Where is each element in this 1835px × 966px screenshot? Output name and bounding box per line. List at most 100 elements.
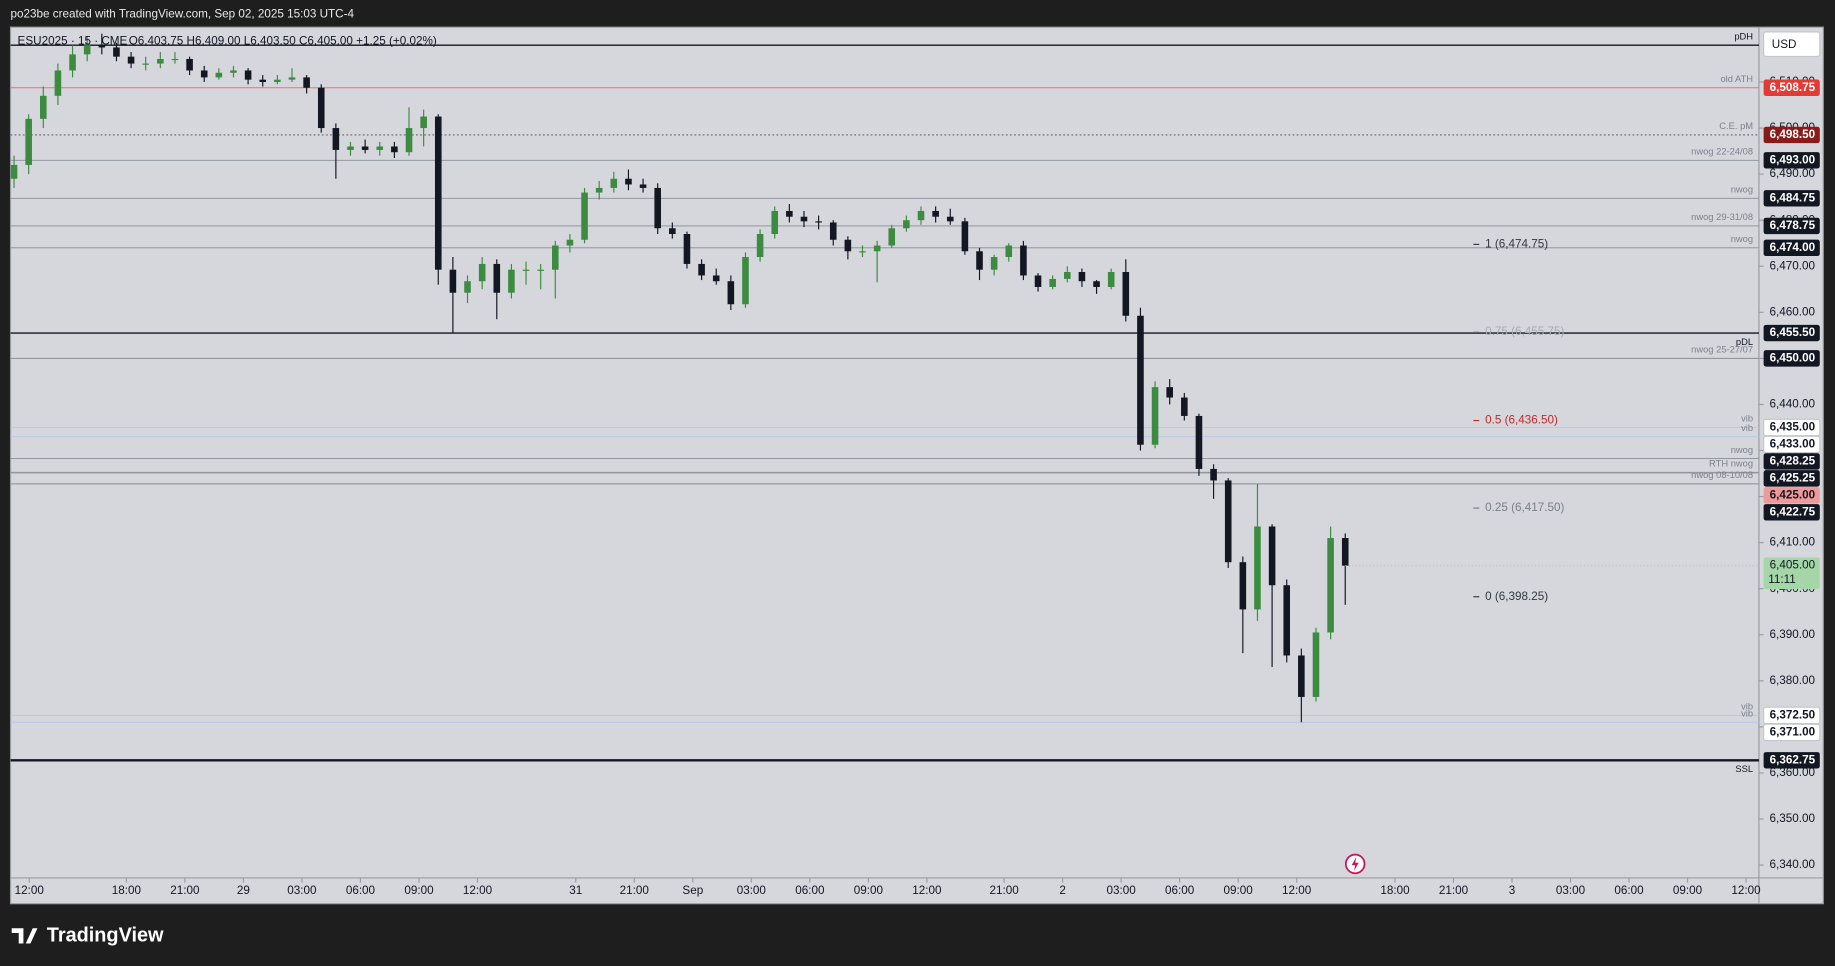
price-badge	[1763, 723, 1821, 742]
candle-body	[98, 45, 106, 48]
level-name: vib	[1741, 709, 1753, 719]
chart-pane	[9, 26, 1824, 905]
price-badge-label: 6,362.75	[1770, 753, 1816, 766]
last-price-badge	[1763, 557, 1820, 590]
currency-button[interactable]	[1763, 31, 1821, 58]
lightning-icon[interactable]	[1344, 853, 1366, 875]
x-tick-label: 12:00	[15, 884, 45, 897]
candle-body	[508, 269, 515, 293]
candle-body	[215, 72, 223, 78]
level-name: pDL	[1736, 337, 1753, 347]
fib-label: 0.5 (6,436.50)	[1485, 414, 1558, 427]
candle-body	[581, 192, 588, 240]
last-price-label: 6,405.00	[1770, 559, 1816, 572]
candle-body	[288, 77, 296, 80]
candle-body	[25, 118, 32, 165]
candle-body	[1210, 468, 1217, 481]
price-badge-label: 6,372.50	[1770, 708, 1816, 721]
price-badge	[1763, 487, 1820, 504]
price-badge	[1763, 126, 1820, 144]
candle-body	[1312, 632, 1320, 697]
candle-body	[976, 251, 983, 270]
x-tick-label: 06:00	[346, 884, 376, 897]
candle-body	[961, 221, 969, 252]
candle-body	[873, 245, 881, 252]
footer-logo: TradingView	[11, 925, 164, 947]
candle-body	[903, 220, 910, 229]
icon-bolt[interactable]	[1351, 856, 1359, 871]
candle-body	[1107, 272, 1115, 287]
price-badge	[1763, 190, 1820, 207]
candle-body	[376, 146, 384, 150]
candle-body	[1020, 245, 1027, 276]
candle-body	[478, 263, 486, 282]
last-price-countdown: 11:11	[1768, 573, 1796, 586]
y-tick-label: 6,380.00	[1769, 674, 1815, 687]
price-badge-label: 6,450.00	[1770, 351, 1816, 364]
candle-body	[610, 178, 618, 188]
x-tick-label: 18:00	[1380, 884, 1410, 897]
y-tick-label: 6,440.00	[1769, 398, 1815, 411]
level-name: nwog 25-27/07	[1691, 345, 1753, 355]
x-tick-label: 09:00	[854, 884, 884, 897]
y-tick-label: 6,350.00	[1769, 812, 1815, 825]
level-name: old ATH	[1720, 74, 1753, 84]
candle-body	[990, 257, 998, 270]
x-tick-label: 06:00	[795, 884, 825, 897]
candle-body	[654, 187, 661, 229]
level-name: pDH	[1734, 31, 1753, 41]
candle-body	[332, 128, 340, 150]
candle-body	[434, 116, 442, 270]
price-badge-label: 6,425.00	[1770, 488, 1816, 501]
x-tick-label: 03:00	[737, 884, 767, 897]
candle-body	[317, 87, 325, 129]
price-badge-label: 6,493.00	[1770, 153, 1816, 166]
x-tick-label: 12:00	[1731, 884, 1761, 897]
candle-body	[625, 178, 632, 185]
candle-body	[405, 128, 413, 153]
price-badge-label: 6,474.00	[1770, 241, 1816, 254]
candle-body	[1181, 397, 1188, 416]
level-name: nwog 22-24/08	[1691, 147, 1753, 157]
candle-body	[815, 221, 822, 223]
currency-label[interactable]: USD	[1772, 38, 1797, 51]
candle-body	[1122, 272, 1130, 316]
candle-body	[420, 116, 427, 129]
x-tick-label: 12:00	[1282, 884, 1312, 897]
candle-body	[1327, 538, 1334, 633]
candle-body	[1005, 245, 1013, 258]
candle-body	[566, 239, 574, 246]
candle-body	[771, 210, 779, 235]
price-badge	[1763, 504, 1820, 521]
level-name: nwog 08-10/08	[1691, 470, 1753, 480]
candle-body	[537, 269, 544, 271]
candle-body	[171, 58, 179, 61]
candle-body	[69, 54, 76, 71]
x-tick-label: 12:00	[912, 884, 942, 897]
level-name: nwog	[1731, 234, 1753, 244]
candle-body	[683, 234, 691, 264]
candle-body	[1195, 415, 1203, 469]
x-tick-label: 09:00	[1224, 884, 1254, 897]
candle-body	[142, 63, 149, 65]
candle-body	[639, 184, 647, 188]
candle-body	[756, 234, 764, 258]
price-badge-label: 6,371.00	[1770, 725, 1816, 738]
x-tick-label: 06:00	[1165, 884, 1195, 897]
candle-body	[712, 275, 720, 282]
candle-body	[1151, 387, 1159, 445]
candle-body	[595, 187, 603, 193]
candle-body	[361, 146, 369, 150]
x-tick-label: 03:00	[1556, 884, 1586, 897]
candle-body	[83, 45, 91, 55]
level-name: nwog 29-31/08	[1691, 212, 1753, 222]
price-badge	[1763, 152, 1820, 169]
x-tick-label: 03:00	[287, 884, 317, 897]
candle-body	[844, 239, 852, 252]
candle-body	[1341, 538, 1349, 566]
level-name: vib	[1741, 414, 1753, 424]
y-tick-label: 6,460.00	[1769, 305, 1815, 318]
candle-body	[786, 210, 793, 217]
x-tick-label: 29	[237, 884, 250, 897]
x-tick-label: 3	[1509, 884, 1516, 897]
